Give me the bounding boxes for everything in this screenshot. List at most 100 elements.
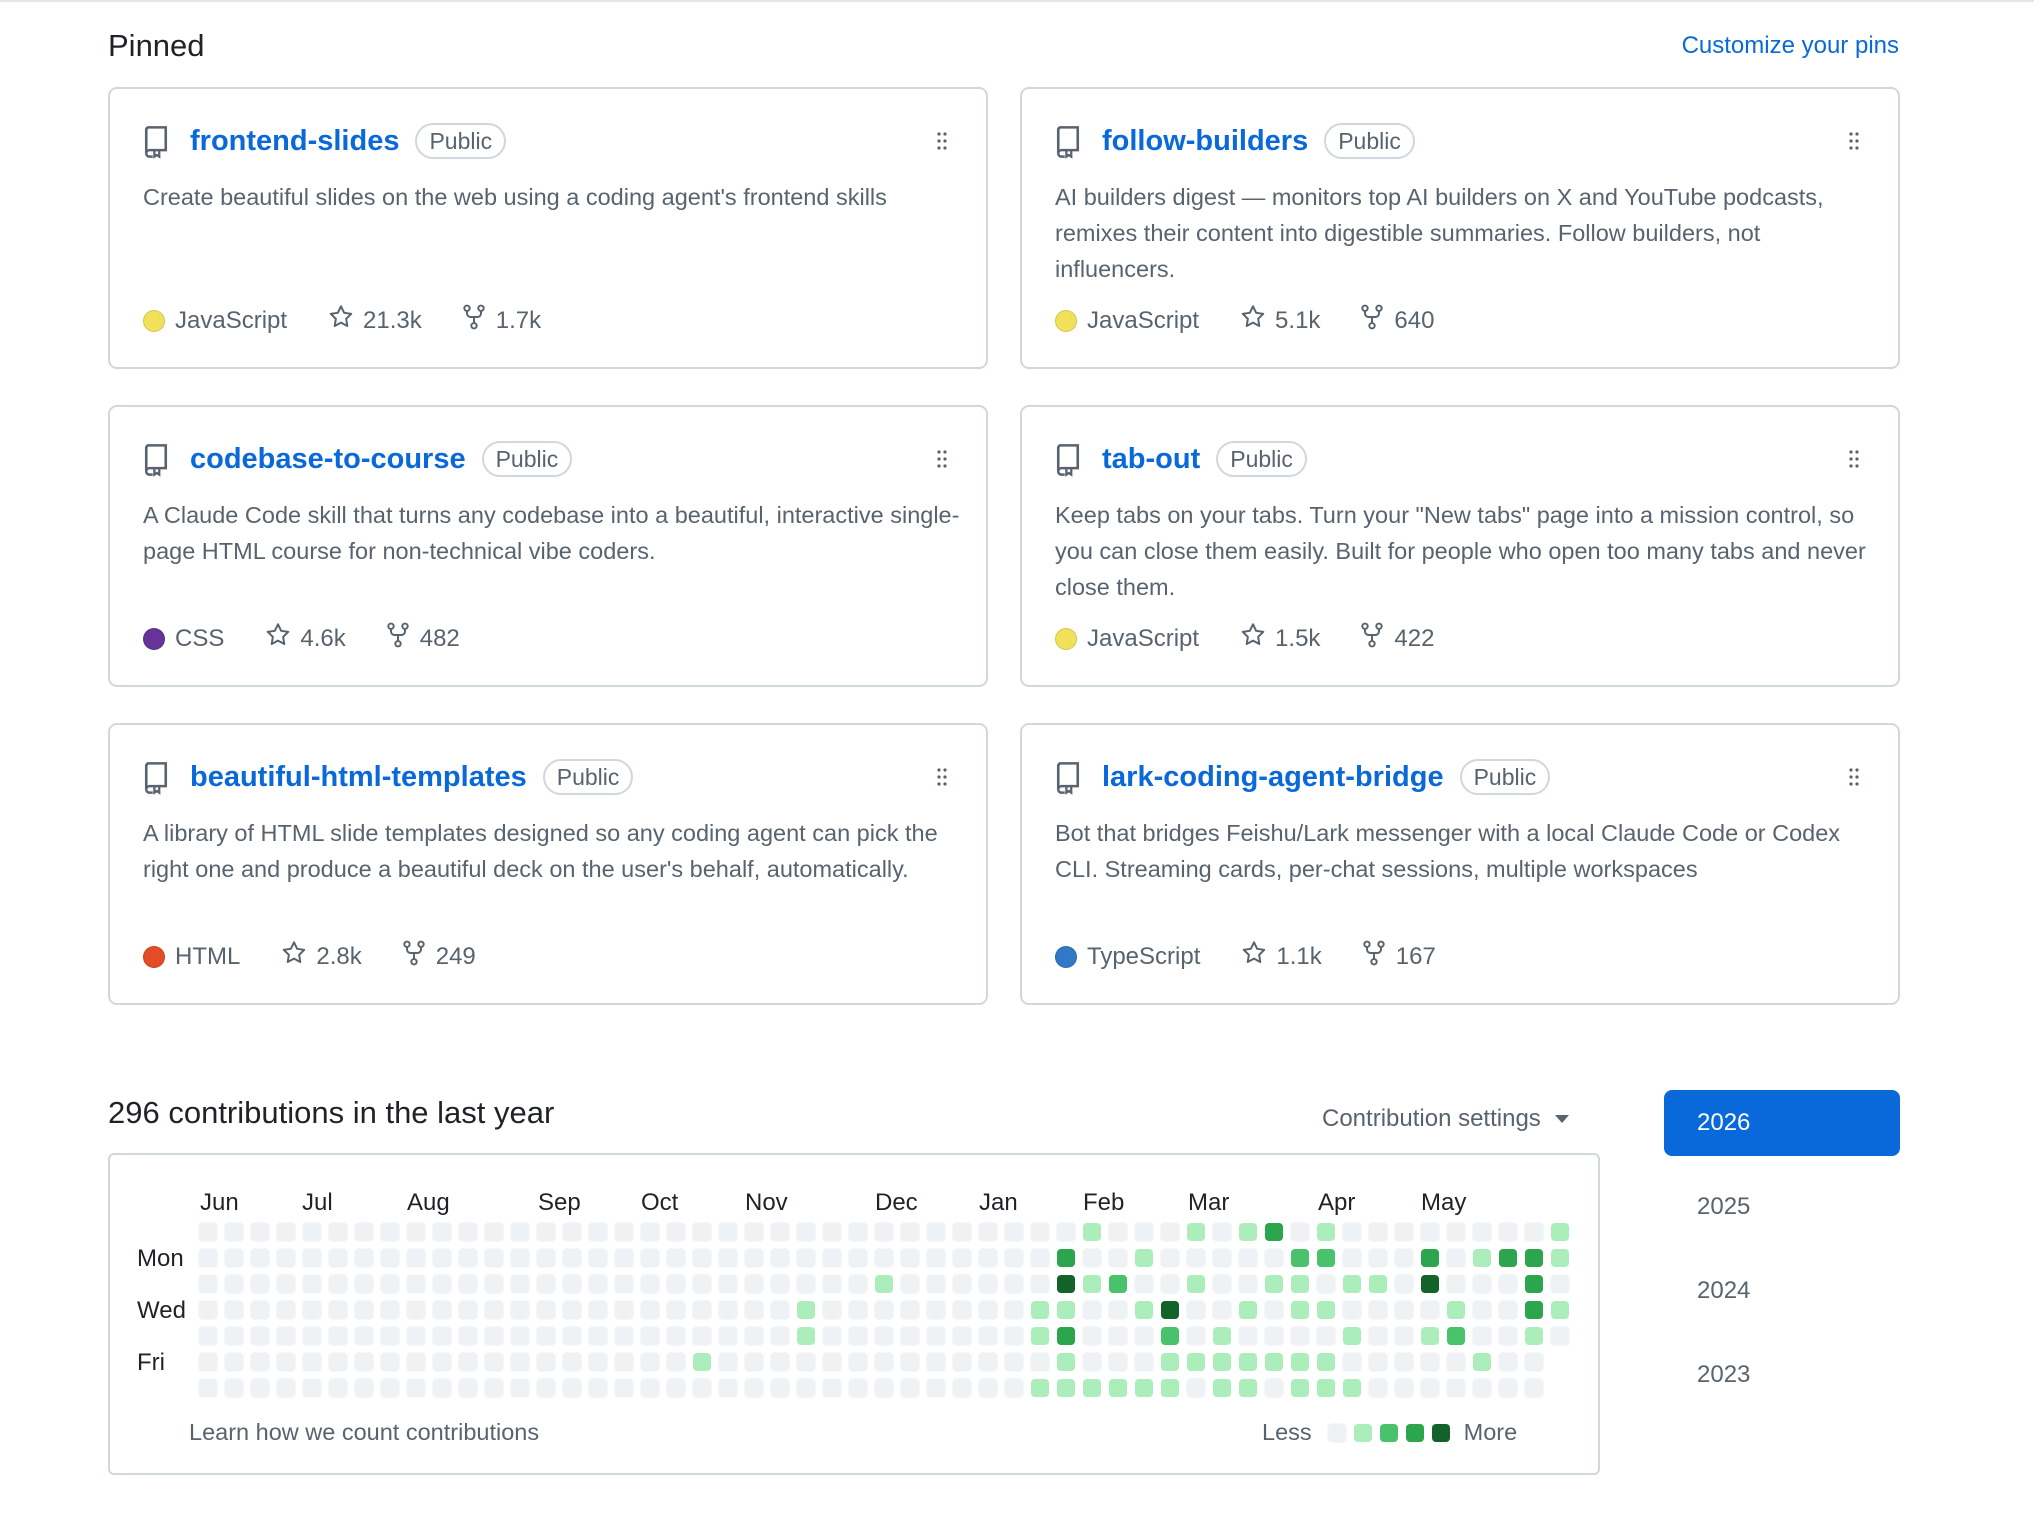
contribution-day-cell[interactable]: [640, 1274, 660, 1294]
contribution-day-cell[interactable]: [458, 1378, 478, 1398]
repo-name-link[interactable]: lark-coding-agent-bridge: [1102, 760, 1444, 793]
contribution-day-cell[interactable]: [692, 1378, 712, 1398]
contribution-day-cell[interactable]: [1109, 1379, 1127, 1397]
contribution-day-cell[interactable]: [432, 1274, 452, 1294]
contribution-day-cell[interactable]: [276, 1274, 296, 1294]
contribution-day-cell[interactable]: [1004, 1352, 1024, 1372]
contribution-day-cell[interactable]: [406, 1352, 426, 1372]
contribution-day-cell[interactable]: [1343, 1327, 1361, 1345]
contribution-day-cell[interactable]: [822, 1378, 842, 1398]
contribution-day-cell[interactable]: [1057, 1379, 1075, 1397]
contribution-day-cell[interactable]: [276, 1378, 296, 1398]
contribution-day-cell[interactable]: [614, 1326, 634, 1346]
contribution-day-cell[interactable]: [1135, 1249, 1153, 1267]
contribution-day-cell[interactable]: [510, 1326, 530, 1346]
contribution-day-cell[interactable]: [744, 1326, 764, 1346]
forks-link[interactable]: 249: [400, 939, 476, 974]
contribution-day-cell[interactable]: [562, 1274, 582, 1294]
contribution-day-cell[interactable]: [562, 1248, 582, 1268]
drag-handle-icon[interactable]: [936, 767, 948, 787]
contribution-day-cell[interactable]: [224, 1378, 244, 1398]
contribution-day-cell[interactable]: [198, 1274, 218, 1294]
contribution-day-cell[interactable]: [1291, 1379, 1309, 1397]
contribution-day-cell[interactable]: [1394, 1326, 1414, 1346]
contribution-day-cell[interactable]: [1291, 1275, 1309, 1293]
contribution-day-cell[interactable]: [1473, 1353, 1491, 1371]
contribution-day-cell[interactable]: [354, 1378, 374, 1398]
customize-pins-link[interactable]: Customize your pins: [1681, 32, 1899, 59]
contribution-day-cell[interactable]: [1187, 1353, 1205, 1371]
contribution-day-cell[interactable]: [1291, 1301, 1309, 1319]
contribution-day-cell[interactable]: [926, 1248, 946, 1268]
contribution-day-cell[interactable]: [1031, 1379, 1049, 1397]
contribution-day-cell[interactable]: [588, 1326, 608, 1346]
contribution-day-cell[interactable]: [1160, 1274, 1180, 1294]
stars-link[interactable]: 1.5k: [1239, 621, 1320, 656]
contribution-day-cell[interactable]: [1161, 1353, 1179, 1371]
contribution-day-cell[interactable]: [1472, 1222, 1492, 1242]
contribution-day-cell[interactable]: [1057, 1353, 1075, 1371]
repo-name-link[interactable]: frontend-slides: [190, 124, 400, 157]
contribution-day-cell[interactable]: [276, 1326, 296, 1346]
contribution-day-cell[interactable]: [1368, 1300, 1388, 1320]
contribution-day-cell[interactable]: [718, 1352, 738, 1372]
contribution-day-cell[interactable]: [718, 1274, 738, 1294]
contribution-day-cell[interactable]: [874, 1300, 894, 1320]
contribution-day-cell[interactable]: [1525, 1327, 1543, 1345]
contribution-day-cell[interactable]: [770, 1222, 790, 1242]
contribution-day-cell[interactable]: [744, 1274, 764, 1294]
contribution-day-cell[interactable]: [1212, 1300, 1232, 1320]
contribution-day-cell[interactable]: [406, 1326, 426, 1346]
contribution-day-cell[interactable]: [1187, 1223, 1205, 1241]
contribution-day-cell[interactable]: [614, 1274, 634, 1294]
contribution-day-cell[interactable]: [796, 1274, 816, 1294]
contribution-day-cell[interactable]: [432, 1222, 452, 1242]
drag-handle-icon[interactable]: [1848, 767, 1860, 787]
contribution-day-cell[interactable]: [1030, 1274, 1050, 1294]
contribution-day-cell[interactable]: [1187, 1275, 1205, 1293]
forks-link[interactable]: 422: [1358, 621, 1434, 656]
contribution-day-cell[interactable]: [744, 1352, 764, 1372]
contribution-day-cell[interactable]: [1004, 1326, 1024, 1346]
contribution-day-cell[interactable]: [198, 1378, 218, 1398]
contribution-day-cell[interactable]: [458, 1352, 478, 1372]
contribution-day-cell[interactable]: [1525, 1301, 1543, 1319]
contribution-day-cell[interactable]: [1264, 1300, 1284, 1320]
contribution-day-cell[interactable]: [926, 1274, 946, 1294]
stars-link[interactable]: 4.6k: [264, 621, 346, 656]
repo-name-link[interactable]: beautiful-html-templates: [190, 760, 527, 793]
contribution-day-cell[interactable]: [354, 1248, 374, 1268]
forks-link[interactable]: 167: [1360, 939, 1436, 974]
contribution-day-cell[interactable]: [796, 1378, 816, 1398]
contribution-day-cell[interactable]: [432, 1248, 452, 1268]
contribution-day-cell[interactable]: [614, 1300, 634, 1320]
contribution-day-cell[interactable]: [1342, 1248, 1362, 1268]
contribution-day-cell[interactable]: [718, 1248, 738, 1268]
contribution-day-cell[interactable]: [952, 1326, 972, 1346]
contribution-day-cell[interactable]: [693, 1353, 711, 1371]
contribution-day-cell[interactable]: [1368, 1248, 1388, 1268]
contribution-day-cell[interactable]: [1030, 1352, 1050, 1372]
contribution-day-cell[interactable]: [1238, 1326, 1258, 1346]
contribution-day-cell[interactable]: [328, 1300, 348, 1320]
contribution-day-cell[interactable]: [562, 1300, 582, 1320]
contribution-day-cell[interactable]: [380, 1326, 400, 1346]
contribution-day-cell[interactable]: [952, 1352, 972, 1372]
contribution-day-cell[interactable]: [1083, 1379, 1101, 1397]
contribution-day-cell[interactable]: [1394, 1222, 1414, 1242]
contribution-day-cell[interactable]: [328, 1222, 348, 1242]
contribution-day-cell[interactable]: [1082, 1352, 1102, 1372]
contribution-day-cell[interactable]: [1421, 1249, 1439, 1267]
contribution-day-cell[interactable]: [484, 1300, 504, 1320]
contribution-day-cell[interactable]: [458, 1326, 478, 1346]
contribution-day-cell[interactable]: [1057, 1275, 1075, 1293]
contribution-day-cell[interactable]: [1264, 1326, 1284, 1346]
contribution-day-cell[interactable]: [900, 1300, 920, 1320]
contribution-day-cell[interactable]: [250, 1300, 270, 1320]
contribution-day-cell[interactable]: [1004, 1222, 1024, 1242]
drag-handle-icon[interactable]: [1848, 131, 1860, 151]
contribution-day-cell[interactable]: [1031, 1301, 1049, 1319]
contribution-day-cell[interactable]: [406, 1378, 426, 1398]
contribution-day-cell[interactable]: [588, 1352, 608, 1372]
contribution-day-cell[interactable]: [536, 1378, 556, 1398]
